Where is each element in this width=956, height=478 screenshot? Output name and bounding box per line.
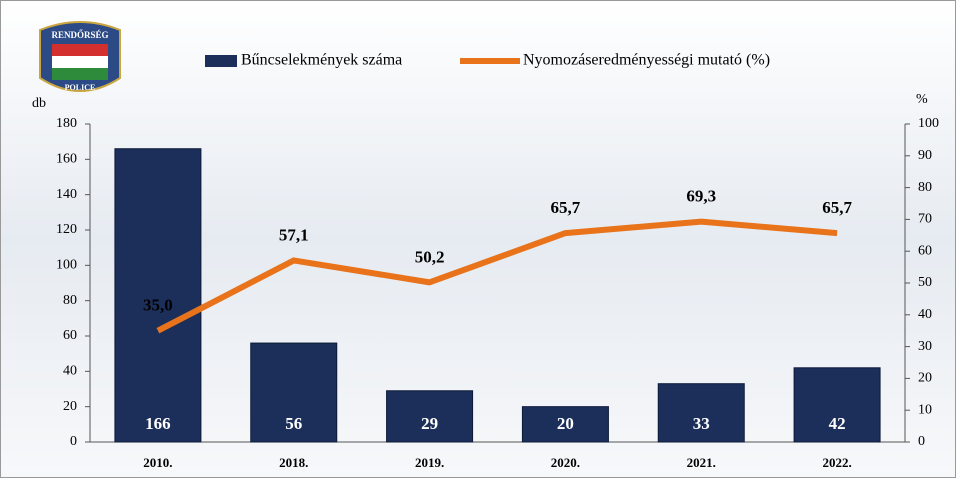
y-tick-label: 60 [63,328,77,343]
bar [793,367,881,443]
logo: RENDŐRSÉG POLICE [39,21,121,92]
line [156,218,838,334]
y-tick-label: 20 [63,399,77,414]
line-value-label: 65,7 [551,198,581,217]
bar-value-label: 56 [285,414,302,433]
y-tick-label: 120 [56,222,77,237]
bar [657,383,745,443]
x-tick-label: 2010. [143,455,172,470]
y2-tick-label: 100 [918,116,939,131]
y2-tick-label: 60 [918,243,932,258]
line-value-label: 50,2 [415,247,445,266]
y-tick-label: 100 [56,258,77,273]
y2-axis-label: % [916,92,928,107]
logo-bottom: POLICE [65,83,96,92]
bar-value-label: 33 [693,414,710,433]
x-tick-label: 2020. [551,455,580,470]
y2-tick-label: 70 [918,212,932,227]
x-tick-label: 2022. [822,455,851,470]
x-tick-label: 2019. [415,455,444,470]
y2-tick-label: 90 [918,148,932,163]
x-tick-label: 2021. [687,455,716,470]
bar [250,342,338,443]
y-axis-label: db [32,96,46,111]
bar [114,148,202,443]
line-value-label: 65,7 [822,198,852,217]
bar-value-label: 166 [145,414,171,433]
y-tick-label: 160 [56,152,77,167]
y-tick-label: 180 [56,116,77,131]
legend-label: Bűncselekmények száma [241,52,402,69]
y2-tick-label: 80 [918,180,932,195]
bar-value-label: 29 [421,414,438,433]
y2-tick-label: 0 [918,434,925,449]
bar [521,406,609,443]
line-value-label: 57,1 [279,225,309,244]
bar [386,390,474,443]
legend-label: Nyomozáseredményességi mutató (%) [523,52,770,69]
y-tick-label: 80 [63,293,77,308]
bar-value-label: 42 [829,414,846,433]
line-value-label: 69,3 [686,187,716,206]
y-tick-label: 40 [63,364,77,379]
legend-swatch [205,55,237,67]
line-value-label: 35,0 [143,296,173,315]
y-tick-label: 140 [56,187,77,202]
bar-value-label: 20 [557,414,574,433]
y2-tick-label: 30 [918,339,932,354]
y-tick-label: 0 [70,434,77,449]
y2-tick-label: 50 [918,275,932,290]
y2-tick-label: 20 [918,371,932,386]
logo-top: RENDŐRSÉG [51,30,108,40]
y2-tick-label: 40 [918,307,932,322]
x-tick-label: 2018. [279,455,308,470]
y2-tick-label: 10 [918,402,932,417]
